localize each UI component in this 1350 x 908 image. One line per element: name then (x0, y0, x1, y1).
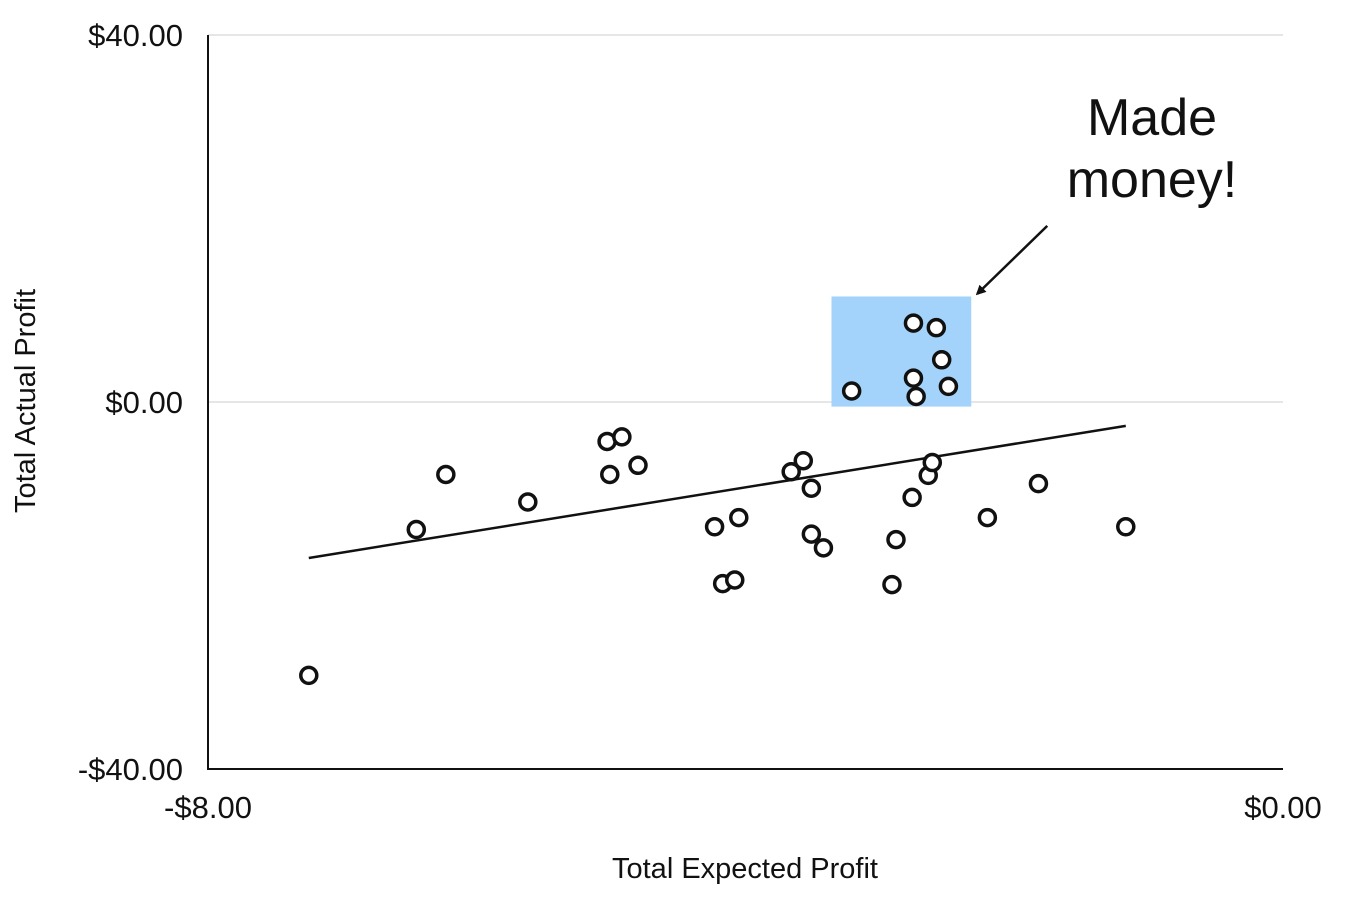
data-point-27 (926, 317, 947, 338)
tick-labels: $40.00 $0.00 -$40.00-$8.00 $0.00 (78, 18, 1322, 825)
data-point-25 (841, 381, 862, 401)
data-point-8 (704, 517, 725, 537)
data-point-11 (725, 570, 745, 590)
data-point-13 (793, 450, 814, 471)
data-point-22 (977, 507, 998, 528)
data-point-21 (922, 452, 943, 473)
data-point-14 (801, 478, 822, 498)
data-points (299, 313, 1136, 686)
x-tick-label-1: $0.00 (1244, 790, 1322, 825)
data-point-18 (882, 574, 902, 595)
data-point-17 (886, 529, 906, 550)
data-point-29 (903, 368, 924, 388)
annotation-line-1: Made (1087, 89, 1217, 147)
data-point-2 (436, 464, 456, 485)
data-point-12 (781, 461, 801, 482)
annotation-arrow (975, 225, 1049, 296)
x-tick-label-0: -$8.00 (164, 790, 252, 825)
x-axis-title: Total Expected Profit (612, 853, 878, 885)
data-point-30 (938, 376, 959, 397)
axes (207, 35, 1283, 770)
data-point-0 (299, 665, 319, 686)
data-point-3 (518, 492, 538, 512)
data-point-28 (931, 350, 952, 370)
annotation-line-2: money! (1067, 151, 1238, 209)
data-point-26 (903, 313, 924, 333)
data-point-5 (612, 427, 632, 447)
data-point-19 (902, 487, 922, 508)
data-point-31 (906, 386, 926, 407)
data-point-7 (628, 455, 648, 476)
annotation: Made money! (975, 89, 1238, 296)
y-tick-label-2: -$40.00 (78, 752, 183, 787)
data-point-6 (600, 464, 620, 485)
grid-layer (208, 34, 1283, 403)
data-point-23 (1028, 473, 1049, 494)
data-point-16 (813, 538, 834, 558)
y-tick-label-1: $0.00 (105, 385, 183, 420)
data-point-1 (406, 519, 427, 540)
data-point-24 (1116, 517, 1136, 537)
data-point-15 (801, 524, 822, 544)
trendline (308, 424, 1126, 560)
y-tick-label-0: $40.00 (88, 18, 183, 53)
trendline-layer (308, 424, 1126, 560)
data-point-9 (729, 507, 749, 528)
y-axis-title: Total Actual Profit (10, 289, 42, 513)
